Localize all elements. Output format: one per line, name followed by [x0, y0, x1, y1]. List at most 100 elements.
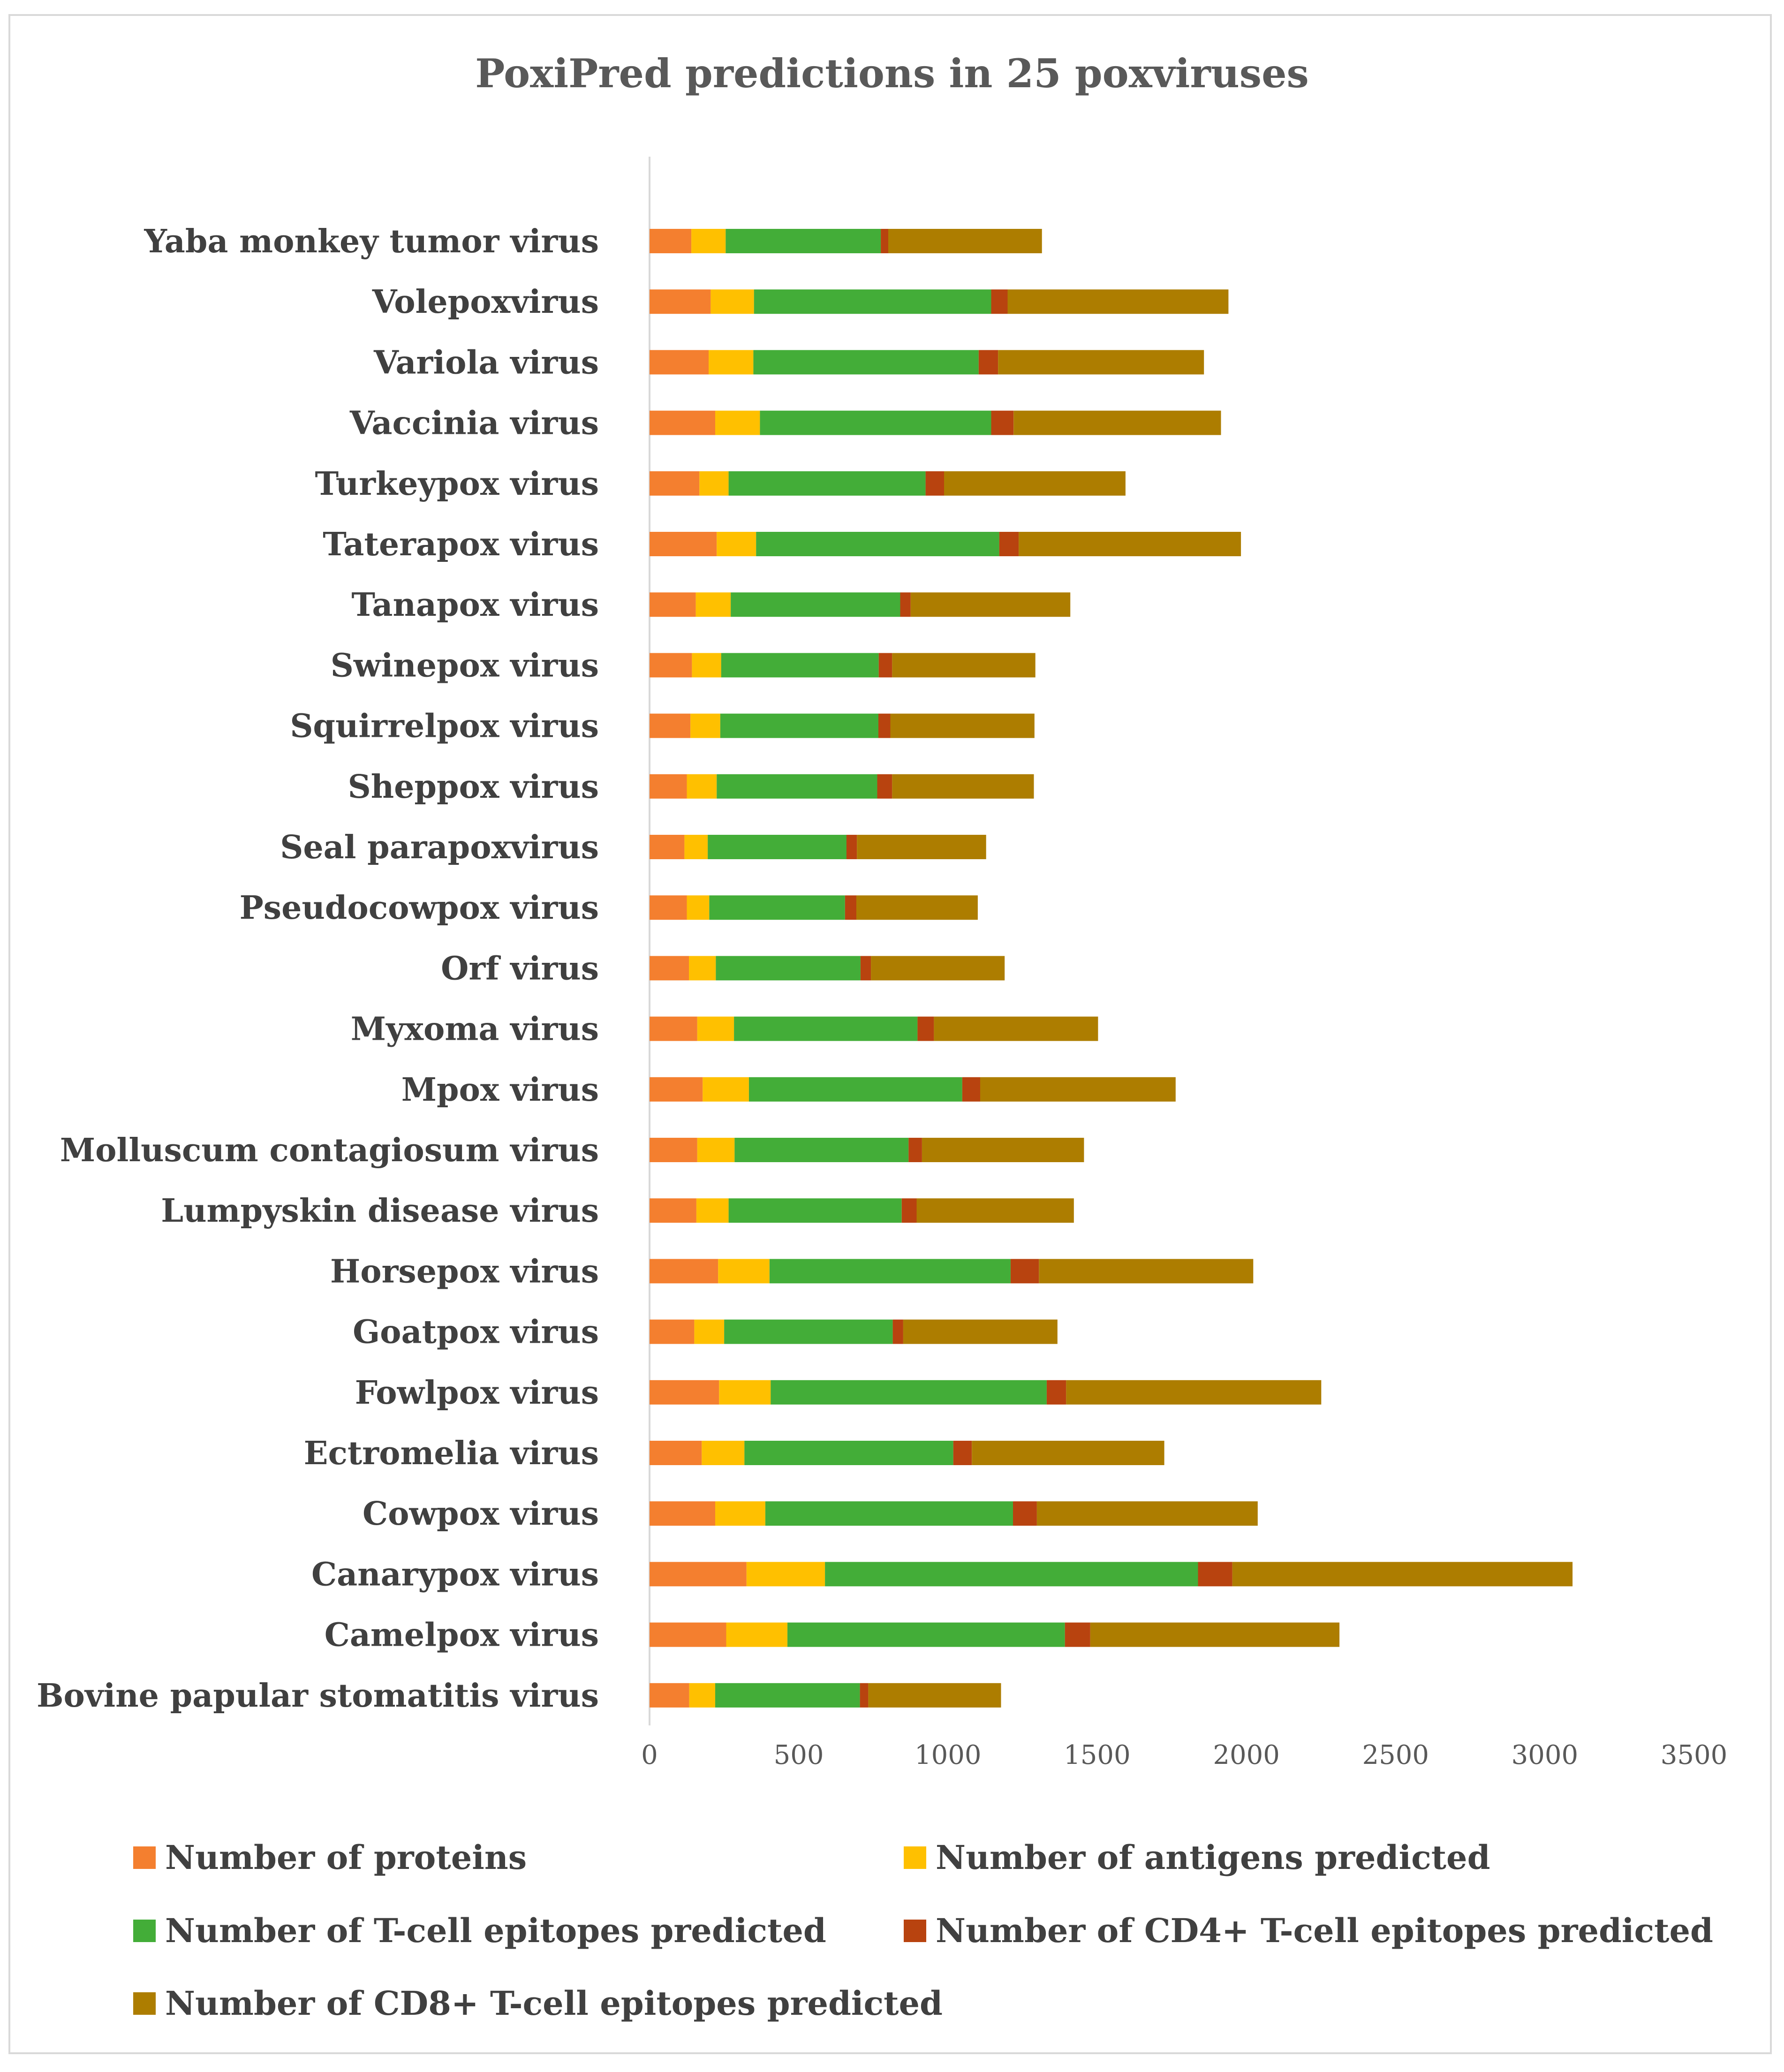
category-label: Molluscum contagiosum virus	[60, 1132, 599, 1169]
bar-segment	[756, 532, 999, 556]
legend-swatch	[133, 1992, 156, 2015]
bar-segment	[715, 1501, 765, 1526]
bar-segment	[765, 1501, 1013, 1526]
bar-segment	[901, 1198, 917, 1223]
bar-segment	[731, 592, 900, 617]
chart-canvas: PoxiPred predictions in 25 poxviruses Bo…	[37, 50, 1728, 2023]
bar-segment	[890, 713, 1035, 738]
category-label: Canarypox virus	[311, 1556, 599, 1593]
legend: Number of proteins Number of antigens pre…	[133, 1838, 1713, 2023]
bar-segment	[728, 1198, 902, 1223]
bar-segment	[715, 410, 760, 435]
category-label: Volepoxvirus	[372, 283, 599, 321]
bar-segment	[892, 774, 1034, 799]
bar-segment	[1065, 1622, 1090, 1647]
bar-segment	[991, 410, 1014, 435]
legend-swatch	[904, 1846, 926, 1869]
bar-segment	[1046, 1380, 1066, 1405]
category-label: Fowlpox virus	[355, 1374, 599, 1412]
bar-segment	[724, 1319, 893, 1344]
bar-segment	[687, 895, 710, 920]
bar-segment	[734, 1016, 918, 1041]
bar-segment	[650, 895, 687, 920]
bar-segment	[846, 835, 857, 859]
bar-segment	[650, 1016, 697, 1041]
legend-label: Number of CD8+ T-cell epitopes predicted	[165, 1984, 943, 2023]
bar-segment	[892, 1319, 903, 1344]
bar-segment	[650, 229, 692, 253]
bar-segment	[925, 471, 944, 496]
x-tick-label: 1000	[915, 1740, 982, 1770]
bar-segment	[717, 532, 756, 556]
bar-segment	[650, 1380, 719, 1405]
bar-segment	[754, 289, 991, 314]
bar-segment	[962, 1077, 980, 1102]
bar-segment	[787, 1622, 1065, 1647]
bar-segment	[702, 1441, 745, 1465]
bar-segment	[953, 1441, 972, 1465]
category-label: Bovine papular stomatitis virus	[37, 1677, 599, 1715]
bar-segment	[1013, 1501, 1037, 1526]
bar-segment	[716, 956, 861, 981]
bar-segment	[709, 895, 845, 920]
category-label: Taterapox virus	[323, 526, 599, 563]
bar-segment	[650, 1501, 715, 1526]
x-tick-label: 1500	[1064, 1740, 1131, 1770]
bar-segment	[719, 1380, 771, 1405]
bar-segment	[650, 1259, 718, 1284]
bar-segment	[726, 229, 881, 253]
legend-label: Number of proteins	[165, 1838, 527, 1877]
category-label: Turkeypox virus	[315, 465, 599, 503]
bar-segment	[910, 592, 1071, 617]
bar-segment	[703, 1077, 749, 1102]
bar-segment	[903, 1319, 1058, 1344]
bar-segment	[711, 289, 754, 314]
bar-segment	[888, 229, 1042, 253]
bar-segment	[980, 1077, 1176, 1102]
x-tick-label: 3500	[1661, 1740, 1728, 1770]
bar-segment	[650, 1319, 695, 1344]
bar-segment	[856, 895, 978, 920]
x-tick-label: 500	[774, 1740, 824, 1770]
bar-segment	[691, 229, 726, 253]
bar-segment	[684, 835, 708, 859]
category-label: Variola virus	[373, 344, 599, 381]
legend-label: Number of T-cell epitopes predicted	[165, 1911, 826, 1950]
bar-segment	[857, 835, 986, 859]
bar-segment	[650, 592, 696, 617]
x-tick-label: 3000	[1512, 1740, 1579, 1770]
bar-segment	[944, 471, 1126, 496]
bar-segment	[697, 1016, 734, 1041]
bar-segment	[878, 713, 891, 738]
category-label: Tanapox virus	[351, 586, 599, 624]
legend-label: Number of antigens predicted	[936, 1838, 1490, 1877]
bar-segment	[1198, 1562, 1232, 1587]
legend-label: Number of CD4+ T-cell epitopes predicted	[936, 1911, 1713, 1950]
bar-segment	[650, 1198, 696, 1223]
bar-segment	[1019, 532, 1241, 556]
category-label: Horsepox virus	[330, 1253, 599, 1290]
bar-segment	[650, 471, 700, 496]
bar-segment	[972, 1441, 1164, 1465]
legend-swatch	[133, 1846, 156, 1869]
bar-segment	[744, 1441, 953, 1465]
bar-segment	[717, 774, 877, 799]
bar-segment	[771, 1380, 1047, 1405]
bar-segment	[720, 713, 878, 738]
bar-segment	[650, 713, 691, 738]
bar-segment	[728, 471, 926, 496]
bar-segment	[860, 1683, 869, 1708]
legend-swatch	[904, 1920, 926, 1942]
category-label: Mpox virus	[401, 1071, 599, 1109]
bar-segment	[650, 956, 689, 981]
bar-segment	[650, 1077, 703, 1102]
bar-segment	[868, 1683, 1001, 1708]
bar-segment	[697, 1138, 735, 1162]
bar-segment	[1007, 289, 1229, 314]
category-label: Goatpox virus	[353, 1314, 599, 1351]
category-label: Yaba monkey tumor virus	[144, 223, 599, 260]
bar-segment	[999, 532, 1019, 556]
bar-segment	[696, 1198, 729, 1223]
category-label: Cowpox virus	[363, 1495, 599, 1533]
bar-segment	[726, 1622, 787, 1647]
